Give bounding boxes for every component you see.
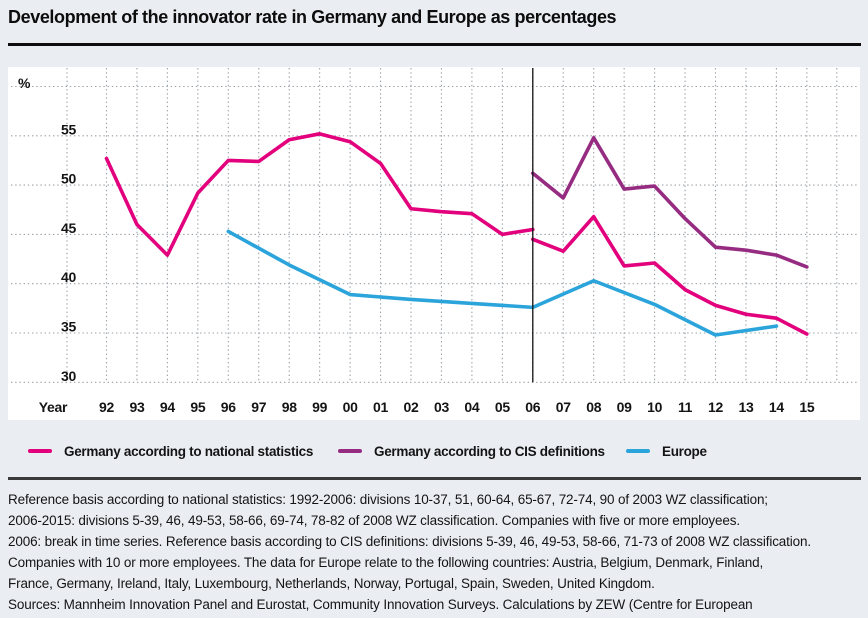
svg-text:04: 04 <box>464 399 479 415</box>
svg-text:99: 99 <box>312 399 327 415</box>
legend-label-europe: Europe <box>662 443 707 459</box>
svg-text:96: 96 <box>221 399 236 415</box>
footnote-line: Reference basis according to national st… <box>8 492 768 507</box>
footnote-line: 2006-2015: divisions 5-39, 46, 49-53, 58… <box>8 513 740 528</box>
svg-text:08: 08 <box>586 399 601 415</box>
svg-text:40: 40 <box>61 269 76 285</box>
svg-text:93: 93 <box>129 399 144 415</box>
footnote-divider <box>8 477 861 480</box>
svg-text:98: 98 <box>282 399 297 415</box>
line-chart: % 55 50 45 40 35 30 Year 92 93 94 95 96 97 98 99 00 01 02 0… <box>8 67 860 420</box>
svg-text:%: % <box>18 75 31 91</box>
svg-text:00: 00 <box>343 399 358 415</box>
legend-label-germany-national: Germany according to national statistics <box>64 443 314 459</box>
legend-label-germany-cis: Germany according to CIS definitions <box>374 443 605 459</box>
svg-text:50: 50 <box>61 171 76 187</box>
footnote-line: 2006: break in time series. Reference ba… <box>8 534 811 549</box>
page-title: Development of the innovator rate in Ger… <box>8 7 617 27</box>
legend-item-germany-cis: Germany according to CIS definitions <box>338 440 605 462</box>
legend-swatch-germany-cis <box>338 448 362 454</box>
svg-text:97: 97 <box>251 399 266 415</box>
svg-text:94: 94 <box>160 399 175 415</box>
svg-text:12: 12 <box>708 399 723 415</box>
chart-legend: Germany according to national statistics… <box>0 440 868 462</box>
svg-text:35: 35 <box>61 319 76 335</box>
svg-text:05: 05 <box>495 399 510 415</box>
svg-text:14: 14 <box>769 399 784 415</box>
footnote-line: France, Germany, Ireland, Italy, Luxembo… <box>8 576 655 591</box>
footnote-line: Sources: Mannheim Innovation Panel and E… <box>8 597 753 612</box>
svg-text:15: 15 <box>799 399 814 415</box>
svg-text:09: 09 <box>617 399 632 415</box>
svg-text:92: 92 <box>99 399 114 415</box>
svg-text:13: 13 <box>738 399 753 415</box>
footnotes: Reference basis according to national st… <box>8 489 864 618</box>
footnote-line: Companies with 10 or more employees. The… <box>8 555 764 570</box>
legend-item-europe: Europe <box>626 440 707 462</box>
svg-text:Year: Year <box>39 399 68 415</box>
svg-text:06: 06 <box>525 399 540 415</box>
svg-text:03: 03 <box>434 399 449 415</box>
svg-text:11: 11 <box>678 399 693 415</box>
svg-text:30: 30 <box>61 368 76 384</box>
svg-text:95: 95 <box>190 399 205 415</box>
svg-text:55: 55 <box>61 121 76 137</box>
svg-text:10: 10 <box>647 399 662 415</box>
legend-swatch-germany-national <box>28 448 52 454</box>
svg-text:02: 02 <box>404 399 419 415</box>
svg-text:07: 07 <box>556 399 571 415</box>
svg-text:45: 45 <box>61 220 76 236</box>
legend-swatch-europe <box>626 448 650 454</box>
title-rule <box>8 43 861 46</box>
legend-item-germany-national: Germany according to national statistics <box>28 440 313 462</box>
chart-panel: % 55 50 45 40 35 30 Year 92 93 94 95 96 97 98 99 00 01 02 0… <box>8 67 860 420</box>
svg-text:01: 01 <box>373 399 388 415</box>
